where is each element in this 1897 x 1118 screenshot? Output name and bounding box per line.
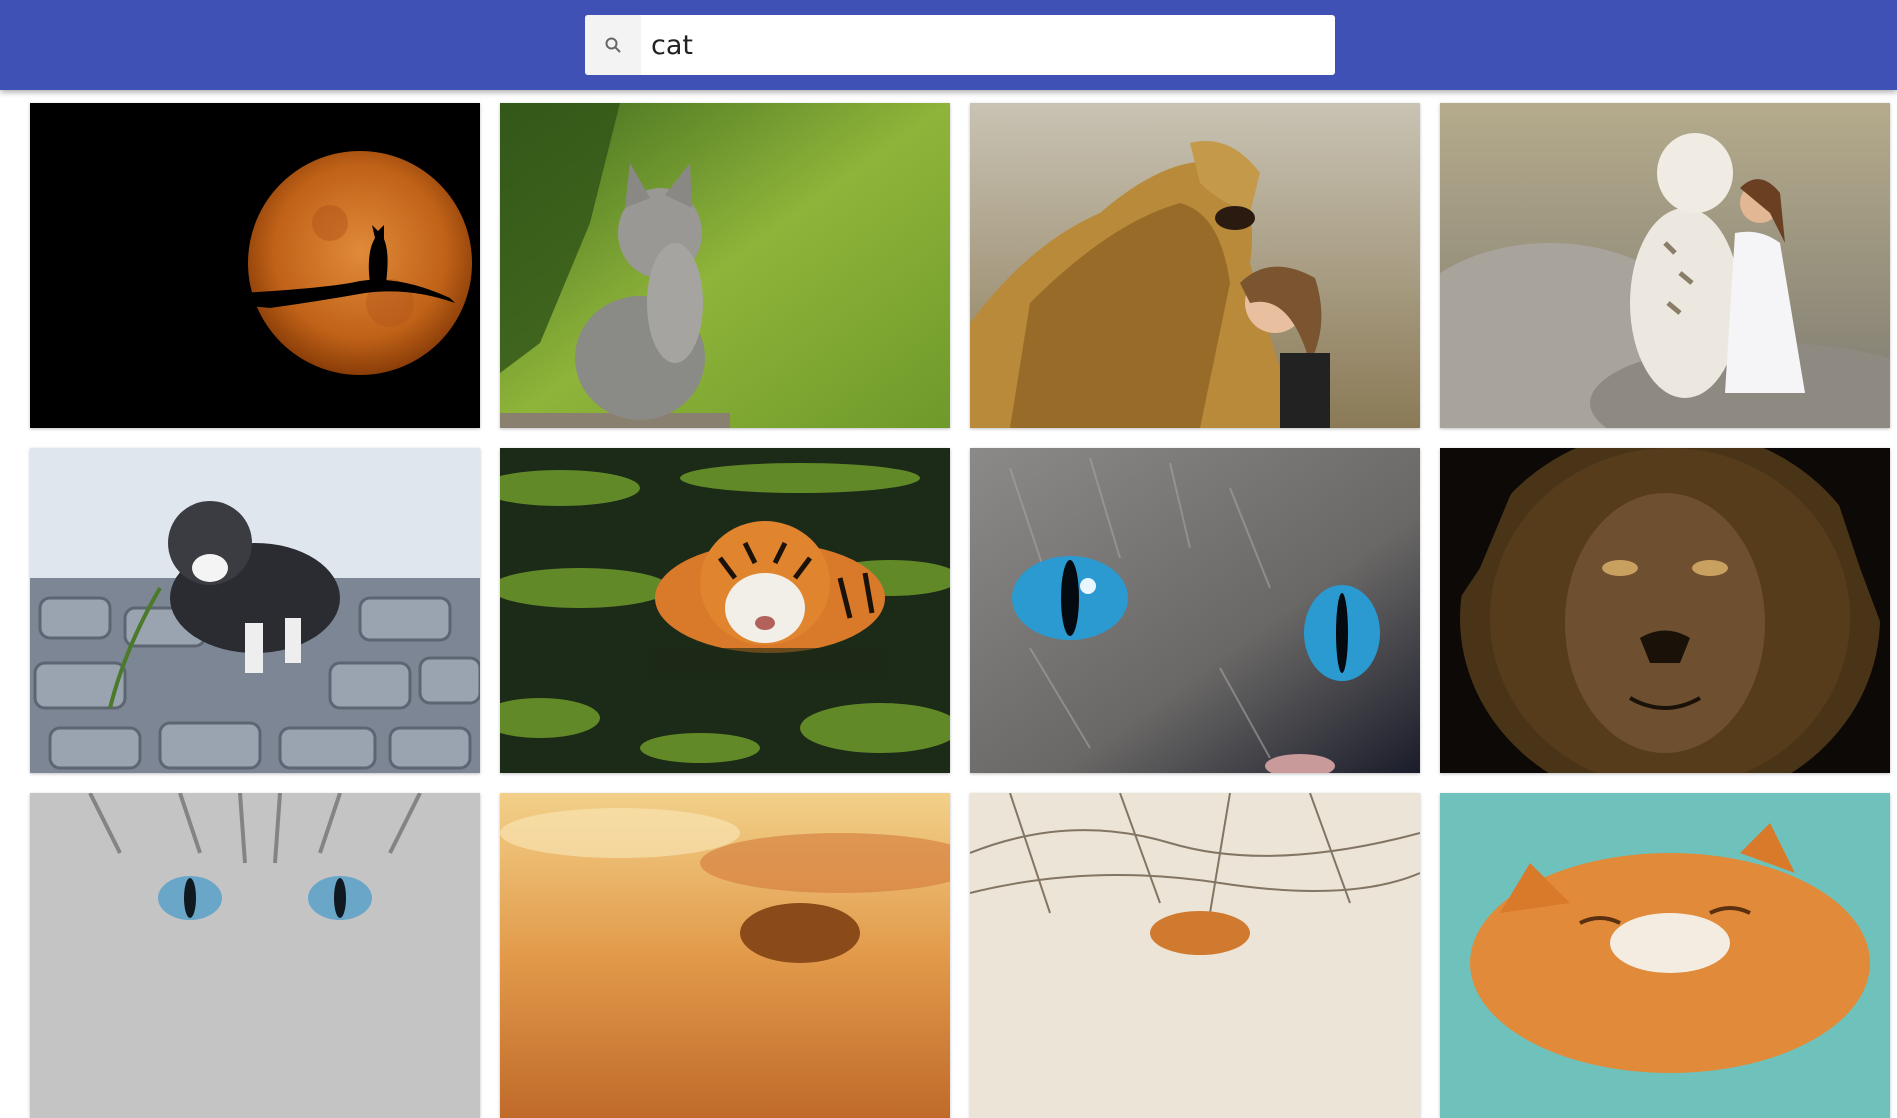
image-result[interactable]	[500, 793, 950, 1118]
image-result[interactable]	[1440, 103, 1890, 428]
image-result[interactable]	[500, 103, 950, 428]
image-result[interactable]	[500, 448, 950, 773]
image-result[interactable]	[970, 793, 1420, 1118]
image-result[interactable]	[1440, 448, 1890, 773]
search-bar[interactable]	[585, 15, 1335, 75]
image-result[interactable]	[970, 103, 1420, 428]
top-app-bar	[0, 0, 1897, 90]
image-results-grid	[30, 103, 1890, 1118]
image-result[interactable]	[970, 448, 1420, 773]
image-result[interactable]	[30, 103, 480, 428]
image-result[interactable]	[30, 793, 480, 1118]
search-input[interactable]	[641, 15, 1335, 75]
image-result[interactable]	[30, 448, 480, 773]
search-icon[interactable]	[585, 15, 641, 75]
image-result[interactable]	[1440, 793, 1890, 1118]
